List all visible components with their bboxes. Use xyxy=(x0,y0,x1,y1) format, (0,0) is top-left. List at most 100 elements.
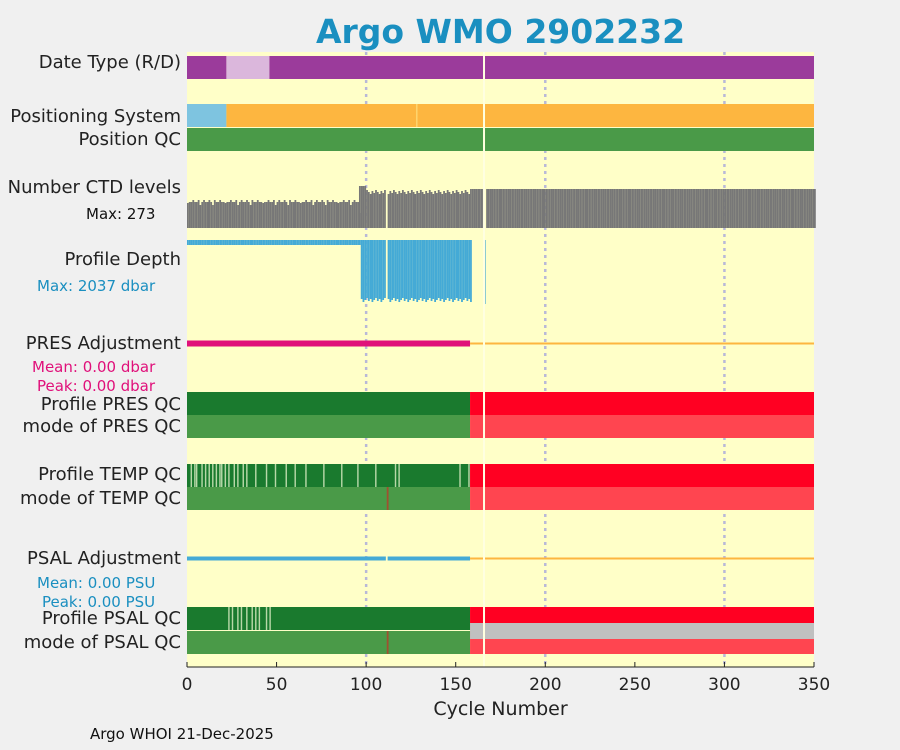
row-label-position-qc: Position QC xyxy=(78,129,181,150)
profile-depth-bar xyxy=(464,240,467,298)
ctd-levels-bar xyxy=(536,189,539,228)
ctd-levels-bar xyxy=(622,189,625,228)
pres-adjustment-peak: Peak: 0.00 dbar xyxy=(37,377,156,395)
ctd-levels-bar xyxy=(249,205,252,228)
profile-depth-bar xyxy=(400,240,402,300)
ctd-levels-bar xyxy=(498,189,501,228)
ctd-levels-bar xyxy=(396,194,399,228)
ctd-levels-bar xyxy=(722,189,725,228)
qc-flag-mark xyxy=(251,607,253,630)
ctd-levels-bar xyxy=(305,200,308,228)
ctd-levels-bar xyxy=(704,189,707,228)
ctd-levels-bar xyxy=(384,190,386,228)
ctd-levels-bar xyxy=(258,202,261,228)
profile-depth-bar xyxy=(281,240,284,245)
ctd-levels-bar xyxy=(763,189,766,228)
pres-adjustment-mean: Mean: 0.00 dbar xyxy=(32,358,156,376)
profile-depth-bar xyxy=(289,240,291,245)
ctd-levels-bar xyxy=(513,189,515,228)
ctd-levels-bar xyxy=(475,189,478,228)
ctd-levels-bar xyxy=(620,189,623,228)
ctd-levels-bar xyxy=(240,200,243,228)
ctd-levels-bar xyxy=(468,194,471,228)
x-tick-label: 100 xyxy=(349,675,383,695)
ctd-levels-bar xyxy=(187,203,189,228)
profile-depth-bar xyxy=(247,240,250,245)
ctd-levels-bar xyxy=(477,189,480,228)
profile-depth-bar xyxy=(285,240,288,245)
ctd-levels-bar xyxy=(418,193,420,228)
profile-depth-bar xyxy=(226,240,229,245)
profile-depth-bar xyxy=(373,240,376,300)
profile-depth-bar xyxy=(418,240,420,300)
ctd-levels-bar xyxy=(269,202,272,228)
ctd-levels-bar xyxy=(640,189,643,228)
ctd-levels-bar xyxy=(573,189,576,228)
ctd-levels-bar xyxy=(350,205,352,228)
qc-flag-mark xyxy=(237,607,239,630)
profile-depth-bar xyxy=(319,240,322,245)
ctd-levels-bar xyxy=(783,189,786,228)
profile-depth-bar xyxy=(249,240,252,245)
ctd-levels-bar xyxy=(321,200,324,228)
ctd-levels-bar xyxy=(471,189,474,228)
ctd-levels-bar xyxy=(307,202,309,228)
ctd-levels-bar xyxy=(222,202,225,228)
ctd-levels-bar xyxy=(466,192,469,228)
ctd-levels-bar xyxy=(434,191,437,228)
ctd-levels-bar xyxy=(502,189,505,228)
ctd-levels-bar xyxy=(545,189,548,228)
ctd-levels-bar xyxy=(552,189,555,228)
profile-depth-bar xyxy=(332,240,334,245)
ctd-levels-bar xyxy=(762,189,764,228)
ctd-levels-bar xyxy=(353,200,356,228)
profile-depth-bar xyxy=(315,240,318,245)
ctd-levels-bar xyxy=(414,194,417,228)
ctd-levels-bar xyxy=(441,194,444,228)
profile-depth-bar xyxy=(428,240,431,298)
profile-depth-bar xyxy=(468,240,471,299)
ctd-levels-bar xyxy=(310,200,313,228)
ctd-levels-bar xyxy=(554,189,557,228)
ctd-levels-bar xyxy=(742,189,745,228)
profile-depth-bar xyxy=(437,240,440,298)
ctd-levels-bar xyxy=(190,202,193,228)
profile-depth-bar xyxy=(351,240,354,245)
qc-flag-mark xyxy=(219,464,221,487)
ctd-levels-bar xyxy=(380,191,383,228)
ctd-levels-bar xyxy=(206,202,209,228)
ctd-levels-bar xyxy=(215,202,218,228)
ctd-levels-bar xyxy=(530,189,533,228)
profile-depth-max: Max: 2037 dbar xyxy=(37,277,156,295)
ctd-levels-bar xyxy=(495,189,497,228)
ctd-levels-bar xyxy=(719,189,721,228)
profile-depth-bar xyxy=(346,240,349,245)
profile-depth-bar xyxy=(251,240,254,245)
ctd-levels-bar xyxy=(633,189,635,228)
ctd-levels-bar xyxy=(736,189,739,228)
qc-flag-mark xyxy=(394,464,397,487)
qc-bar-segment xyxy=(470,487,814,510)
ctd-levels-bar xyxy=(446,190,449,228)
profile-depth-bar xyxy=(197,240,200,245)
profile-depth-bar xyxy=(303,240,306,245)
profile-depth-bar xyxy=(221,240,223,245)
qc-bar-segment xyxy=(187,392,471,415)
qc-flag-mark xyxy=(255,464,257,487)
qc-flag-mark xyxy=(224,464,227,487)
ctd-levels-bar xyxy=(656,189,659,228)
ctd-levels-bar xyxy=(192,200,195,228)
ctd-levels-bar xyxy=(425,191,428,228)
profile-depth-bar xyxy=(393,240,395,298)
profile-depth-bar xyxy=(210,240,213,245)
qc-bar-segment xyxy=(269,56,814,79)
ctd-levels-bar xyxy=(332,200,334,228)
ctd-levels-bar xyxy=(794,189,797,228)
ctd-levels-bar xyxy=(548,189,551,228)
qc-flag-mark xyxy=(258,607,261,630)
profile-depth-bar xyxy=(461,240,463,302)
ctd-levels-bar xyxy=(378,194,381,228)
ctd-levels-bar xyxy=(405,194,408,228)
ctd-levels-bar xyxy=(597,189,600,228)
qc-flag-mark xyxy=(294,464,296,487)
